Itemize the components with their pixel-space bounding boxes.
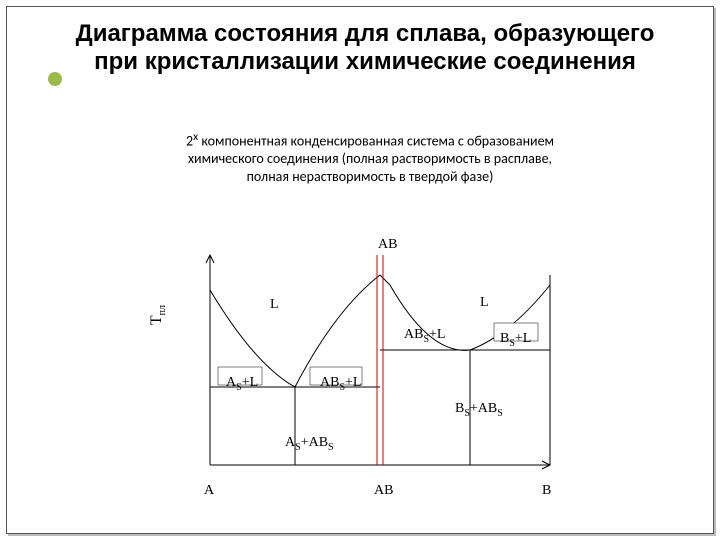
phase-label: L (480, 295, 489, 311)
phase-label: AS+ABS (285, 435, 334, 453)
phase-label: BS+L (500, 331, 531, 349)
axis-label: B (542, 483, 551, 499)
phase-label: ABS+L (404, 327, 445, 345)
y-axis-label: Tпл (148, 305, 168, 325)
slide-title: Диаграмма состояния для сплава, образующ… (60, 20, 670, 75)
axis-label: AB (374, 483, 393, 499)
phase-label: L (270, 297, 279, 313)
phase-label: ABS+L (320, 375, 361, 393)
phase-label: BS+ABS (455, 401, 503, 419)
slide-description: 2x компонентная конденсированная система… (170, 130, 570, 185)
phase-label: AB (378, 237, 397, 253)
phase-diagram: Tпл LLABS+LBS+LAS+LABS+LBS+ABSAS+ABSABAA… (170, 235, 570, 515)
axis-label: A (204, 483, 214, 499)
phase-label: AS+L (226, 375, 258, 393)
